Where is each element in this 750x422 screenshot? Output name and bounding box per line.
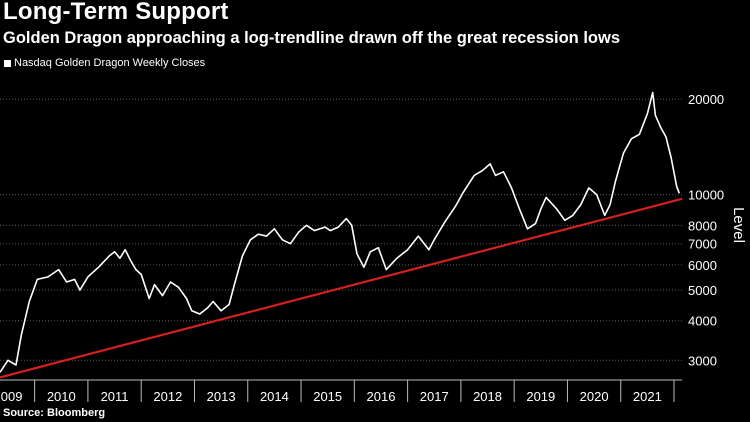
chart-subtitle: Golden Dragon approaching a log-trendlin… xyxy=(3,29,620,47)
x-tick-label: 2015 xyxy=(313,389,342,404)
legend-swatch xyxy=(4,59,11,67)
x-tick-label: 2010 xyxy=(47,389,76,404)
source-note: Source: Bloomberg xyxy=(3,407,106,419)
y-tick-label: 8000 xyxy=(688,218,717,233)
x-tick-label: 2016 xyxy=(367,389,396,404)
y-tick-label: 6000 xyxy=(688,258,717,273)
y-tick-label: 10000 xyxy=(688,188,724,203)
x-tick-label: 2019 xyxy=(526,389,555,404)
y-tick-label: 20000 xyxy=(688,92,724,107)
x-tick-label: 2013 xyxy=(207,389,236,404)
x-axis: 2009 2010 2011 2012 2013 2014 2015 2016 2017 2018… xyxy=(0,379,682,404)
x-tick-label: 2017 xyxy=(420,389,449,404)
trendline xyxy=(0,197,683,379)
x-tick-label: 2020 xyxy=(580,389,609,404)
series-layer xyxy=(0,91,683,379)
x-tick-label: 2011 xyxy=(101,389,129,404)
golden-dragon-line xyxy=(0,91,681,373)
legend-label: Nasdaq Golden Dragon Weekly Closes xyxy=(14,57,206,69)
chart-title: Long-Term Support xyxy=(3,0,229,25)
x-tick-label: 2014 xyxy=(260,389,289,404)
y-tick-label: 5000 xyxy=(688,283,717,298)
x-tick-label: 2012 xyxy=(153,389,182,404)
legend: Nasdaq Golden Dragon Weekly Closes xyxy=(4,57,205,69)
x-tick-label: 2021 xyxy=(633,389,662,404)
y-tick-label: 7000 xyxy=(688,237,717,252)
x-tick-label: 2018 xyxy=(473,389,502,404)
y-tick-label: 4000 xyxy=(688,314,717,329)
y-tick-label: 3000 xyxy=(688,353,717,368)
y-axis-label: Level xyxy=(730,207,747,243)
y-axis: 3000 4000 5000 6000 7000 8000 10000 20000 xyxy=(688,92,724,368)
grid-lines xyxy=(0,98,682,361)
x-tick-label: 2009 xyxy=(0,389,22,404)
